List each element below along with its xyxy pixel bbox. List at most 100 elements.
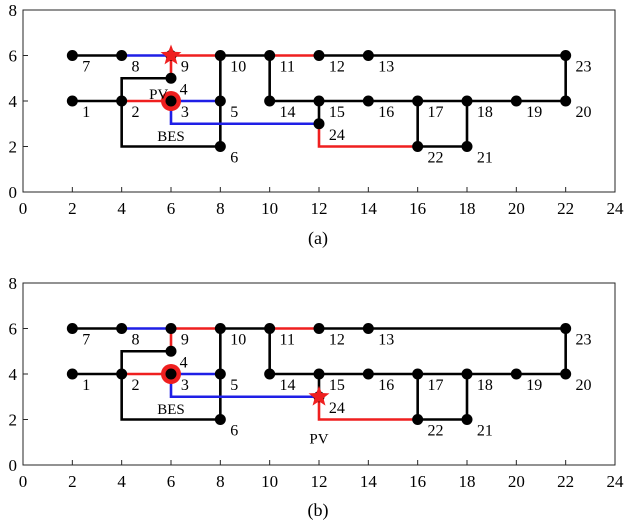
x-tick-label: 4 xyxy=(117,199,126,218)
node-5 xyxy=(214,368,226,380)
x-tick-label: 12 xyxy=(311,199,328,218)
annotation-bes: BES xyxy=(157,402,185,418)
node-17 xyxy=(412,368,424,380)
node-1 xyxy=(66,95,78,107)
node-label: 15 xyxy=(329,104,345,121)
node-label: 2 xyxy=(132,377,140,394)
caption-a: (a) xyxy=(308,228,328,249)
x-tick-label: 18 xyxy=(459,472,476,491)
node-label: 7 xyxy=(82,332,90,349)
x-tick-label: 14 xyxy=(360,199,378,218)
node-label: 22 xyxy=(428,150,444,167)
node-label: 11 xyxy=(280,59,295,76)
node-label: 18 xyxy=(477,104,493,121)
x-tick-label: 10 xyxy=(261,199,278,218)
x-tick-label: 16 xyxy=(409,199,426,218)
x-tick-label: 8 xyxy=(216,199,225,218)
node-label: 24 xyxy=(329,127,345,144)
node-3 xyxy=(165,95,177,107)
y-tick-label: 8 xyxy=(9,1,18,20)
node-13 xyxy=(362,323,374,334)
x-tick-label: 24 xyxy=(607,472,625,491)
line-red xyxy=(317,123,418,148)
node-10 xyxy=(214,323,226,334)
node-19 xyxy=(510,368,522,380)
node-22 xyxy=(412,141,424,152)
y-tick-label: 8 xyxy=(9,274,18,293)
node-15 xyxy=(313,95,325,107)
node-21 xyxy=(461,141,473,152)
x-tick-label: 20 xyxy=(508,199,525,218)
node-label: 23 xyxy=(576,332,592,349)
node-2 xyxy=(116,368,128,380)
pv-star-icon xyxy=(308,385,330,406)
node-label: 1 xyxy=(82,377,90,394)
node-label: 16 xyxy=(378,377,394,394)
node-23 xyxy=(560,323,572,334)
y-axis-b: 0 2 4 6 8 xyxy=(9,274,28,475)
node-label: 1 xyxy=(82,104,90,121)
y-tick-label: 6 xyxy=(9,320,18,339)
x-tick-label: 10 xyxy=(261,472,278,491)
node-label: 6 xyxy=(230,423,238,440)
node-18 xyxy=(461,368,473,380)
x-tick-label: 0 xyxy=(19,199,28,218)
node-label: 3 xyxy=(181,104,189,121)
node-11 xyxy=(264,50,276,61)
y-tick-label: 4 xyxy=(9,92,18,111)
y-tick-label: 0 xyxy=(9,183,18,202)
node-label: 10 xyxy=(230,59,246,76)
node-14 xyxy=(264,368,276,380)
x-tick-label: 22 xyxy=(557,199,574,218)
node-label: 13 xyxy=(378,332,394,349)
y-tick-label: 4 xyxy=(9,365,18,384)
node-label: 3 xyxy=(181,377,189,394)
y-tick-label: 2 xyxy=(9,411,18,430)
caption-b: (b) xyxy=(308,500,329,521)
node-16 xyxy=(362,368,374,380)
node-label: 21 xyxy=(477,423,493,440)
node-7 xyxy=(66,323,78,334)
x-axis-b: 0 2 4 6 8 10 12 14 16 18 20 22 24 xyxy=(19,460,624,491)
node-label: 18 xyxy=(477,377,493,394)
node-label: 20 xyxy=(576,377,592,394)
line-black xyxy=(120,374,221,421)
x-tick-label: 20 xyxy=(508,472,525,491)
annotation-bes: BES xyxy=(157,129,185,145)
node-label: 6 xyxy=(230,150,238,167)
x-tick-label: 2 xyxy=(68,472,77,491)
node-20 xyxy=(560,95,572,107)
node-label: 12 xyxy=(329,332,345,349)
node-22 xyxy=(412,414,424,425)
node-12 xyxy=(313,50,325,61)
x-tick-label: 2 xyxy=(68,199,77,218)
x-tick-label: 12 xyxy=(311,472,328,491)
node-label: 19 xyxy=(526,377,542,394)
node-label: 17 xyxy=(428,377,444,394)
node-label: 23 xyxy=(576,59,592,76)
x-tick-label: 8 xyxy=(216,472,225,491)
node-label: 2 xyxy=(132,104,140,121)
x-tick-label: 18 xyxy=(459,199,476,218)
node-2 xyxy=(116,95,128,107)
node-5 xyxy=(214,95,226,107)
node-20 xyxy=(560,368,572,380)
node-label: 13 xyxy=(378,59,394,76)
x-tick-label: 0 xyxy=(19,472,28,491)
line-black xyxy=(120,101,221,148)
node-label: 15 xyxy=(329,377,345,394)
node-label: 5 xyxy=(230,377,238,394)
node-label: 4 xyxy=(180,81,188,98)
x-tick-label: 6 xyxy=(167,472,176,491)
node-15 xyxy=(313,368,325,380)
node-label: 5 xyxy=(230,104,238,121)
node-8 xyxy=(116,50,128,61)
node-label: 16 xyxy=(378,104,394,121)
x-tick-label: 14 xyxy=(360,472,378,491)
node-label: 9 xyxy=(181,332,189,349)
node-label: 17 xyxy=(428,104,444,121)
node-11 xyxy=(264,323,276,334)
